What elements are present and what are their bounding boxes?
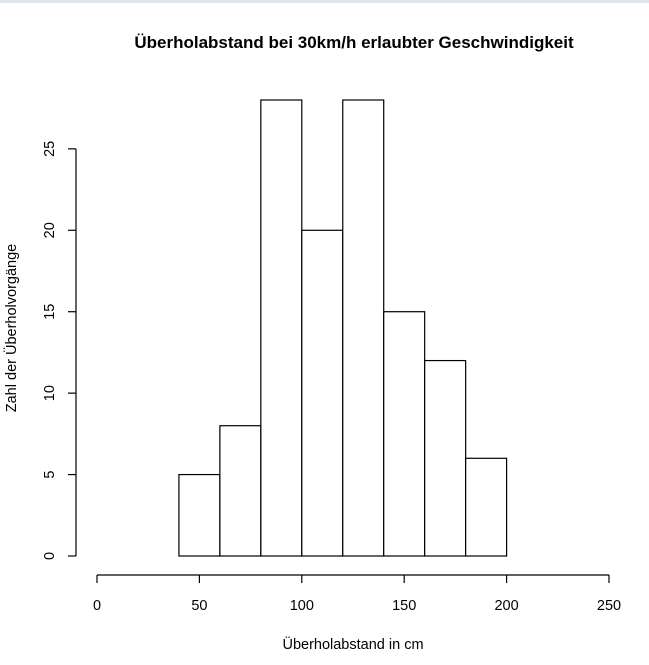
bar-160-180 (424, 359, 467, 557)
bar-120-140 (342, 99, 385, 557)
y-axis-label: Zahl der Überholvorgänge (2, 244, 20, 412)
histogram-bars (178, 99, 508, 557)
bar-80-100 (260, 99, 303, 557)
bar-60-80 (219, 425, 262, 557)
bar-100-120 (301, 229, 344, 557)
y-tick-label: 25 (42, 141, 58, 157)
x-axis-label: Überholabstand in cm (282, 635, 423, 653)
window-top-border (0, 0, 649, 3)
bar-140-160 (383, 311, 426, 557)
x-tick-label: 250 (597, 598, 621, 614)
chart-title: Überholabstand bei 30km/h erlaubter Gesc… (134, 33, 574, 52)
y-tick-label: 5 (42, 471, 58, 479)
x-tick-label: 0 (93, 598, 101, 614)
y-axis: 0 5 10 15 20 25 (42, 141, 77, 560)
x-axis: 0 50 100 150 200 250 (93, 574, 621, 614)
x-tick-label: 50 (191, 598, 207, 614)
y-tick-label: 15 (42, 304, 58, 320)
bar-40-60 (178, 473, 221, 557)
x-tick-label: 150 (392, 598, 416, 614)
y-tick-label: 0 (42, 552, 58, 560)
y-tick-label: 20 (42, 222, 58, 238)
y-tick-label: 10 (42, 385, 58, 401)
bar-180-200 (465, 457, 508, 557)
x-tick-label: 200 (494, 598, 518, 614)
x-tick-label: 100 (290, 598, 314, 614)
